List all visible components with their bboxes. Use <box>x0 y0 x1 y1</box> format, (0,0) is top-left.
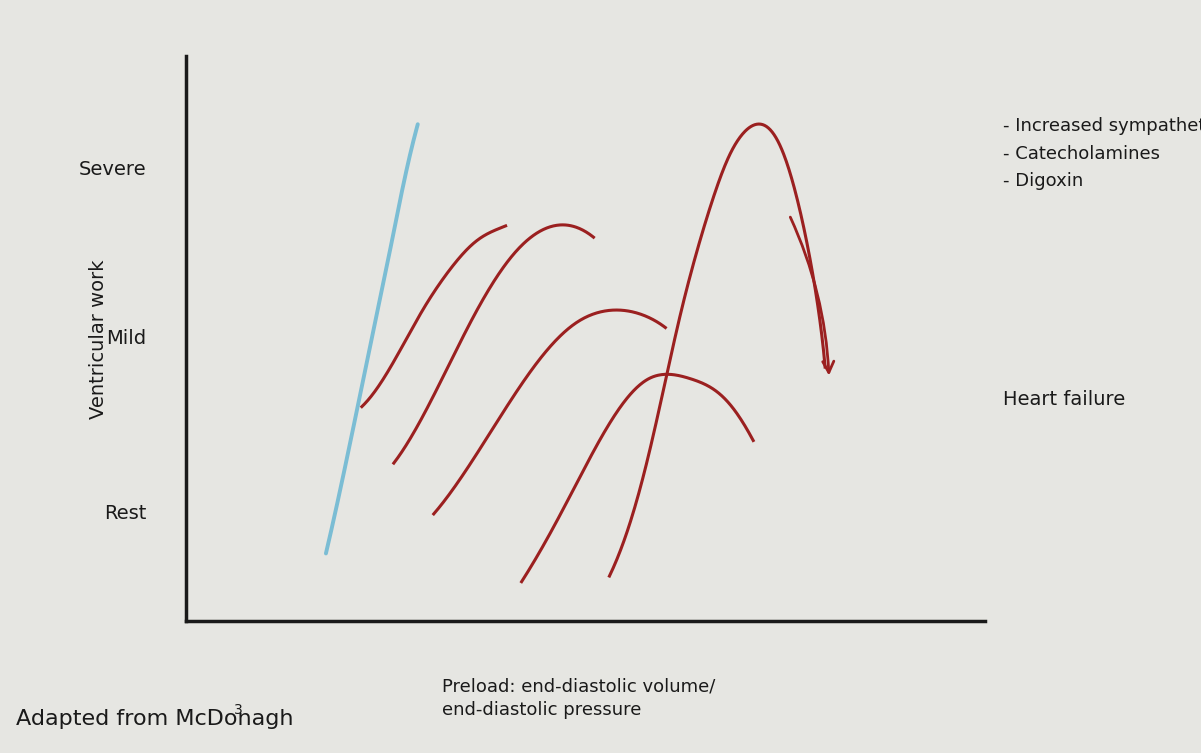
Text: Mild: Mild <box>106 329 147 349</box>
Text: Adapted from McDonagh: Adapted from McDonagh <box>16 709 293 730</box>
Text: - Increased sympathetic tone
- Catecholamines
- Digoxin: - Increased sympathetic tone - Catechola… <box>1003 117 1201 191</box>
Text: 3: 3 <box>234 703 243 717</box>
Text: Rest: Rest <box>103 505 147 523</box>
Text: Heart failure: Heart failure <box>1003 389 1125 409</box>
Text: Preload: end-diastolic volume/
end-diastolic pressure: Preload: end-diastolic volume/ end-diast… <box>442 678 715 719</box>
Text: Ventricular work: Ventricular work <box>89 259 108 419</box>
Text: Severe: Severe <box>78 160 147 179</box>
